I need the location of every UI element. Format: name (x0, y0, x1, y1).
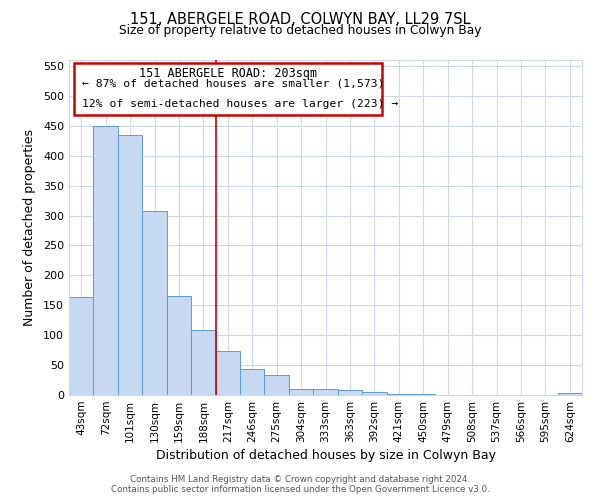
Bar (411, 394, 436, 395)
Bar (240, 370, 265, 395)
Bar (338, 390, 362, 395)
Text: ← 87% of detached houses are smaller (1,573): ← 87% of detached houses are smaller (1,… (82, 78, 385, 88)
Text: Contains HM Land Registry data © Crown copyright and database right 2024.
Contai: Contains HM Land Registry data © Crown c… (110, 474, 490, 494)
Text: 151 ABERGELE ROAD: 203sqm: 151 ABERGELE ROAD: 203sqm (139, 68, 317, 80)
Bar (386, 394, 411, 395)
Text: Size of property relative to detached houses in Colwyn Bay: Size of property relative to detached ho… (119, 24, 481, 37)
Bar (94, 126, 118, 395)
Bar (289, 389, 313, 395)
Bar (265, 376, 289, 395)
Bar (142, 211, 167, 395)
FancyBboxPatch shape (74, 64, 382, 116)
X-axis label: Distribution of detached houses by size in Colwyn Bay: Distribution of detached houses by size … (155, 449, 496, 462)
Bar (215, 352, 240, 395)
Bar (313, 389, 338, 395)
Y-axis label: Number of detached properties: Number of detached properties (23, 129, 36, 326)
Text: 151, ABERGELE ROAD, COLWYN BAY, LL29 7SL: 151, ABERGELE ROAD, COLWYN BAY, LL29 7SL (130, 12, 470, 28)
Bar (118, 135, 142, 395)
Bar (69, 298, 94, 395)
Bar (167, 296, 191, 395)
Bar (557, 393, 582, 395)
Text: 12% of semi-detached houses are larger (223) →: 12% of semi-detached houses are larger (… (82, 99, 398, 109)
Bar (191, 330, 215, 395)
Bar (362, 392, 386, 395)
